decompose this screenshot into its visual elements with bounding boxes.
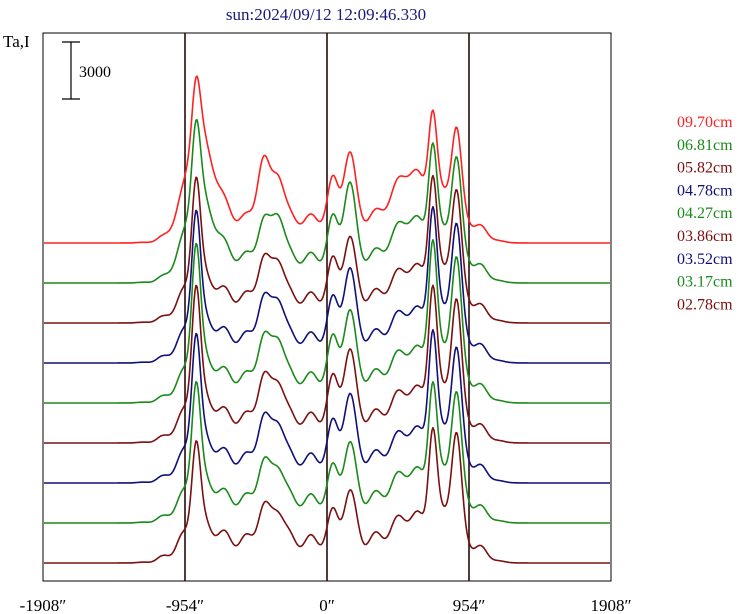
- series-line-03.52cm: [44, 329, 610, 484]
- x-tick-label-1: -954″: [166, 596, 204, 614]
- series-line-09.70cm: [44, 75, 610, 244]
- legend-entry-0: 09.70cm: [677, 114, 733, 131]
- x-tick-label-3: 954″: [453, 596, 486, 614]
- legend-entry-3: 04.78cm: [677, 182, 733, 199]
- series-line-02.78cm: [44, 426, 610, 564]
- y-axis-label: Ta,I: [3, 32, 30, 51]
- legend: 09.70cm 06.81cm 05.82cm 04.78cm 04.27cm 03.86…: [677, 114, 733, 313]
- series-line-03.17cm: [44, 381, 610, 524]
- series-line-06.81cm: [44, 119, 610, 284]
- series-layer: [44, 75, 610, 564]
- legend-entry-2: 05.82cm: [677, 160, 733, 177]
- legend-entry-8: 02.78cm: [677, 296, 733, 313]
- x-tick-labels: -1908″ -954″ 0″ 954″ 1908″: [20, 596, 632, 614]
- series-line-03.86cm: [44, 284, 610, 444]
- legend-entry-6: 03.52cm: [677, 251, 733, 268]
- series-line-05.82cm: [44, 174, 610, 324]
- series-line-04.78cm: [44, 205, 610, 364]
- legend-entry-4: 04.27cm: [677, 205, 733, 222]
- legend-entry-7: 03.17cm: [677, 274, 733, 291]
- x-tick-label-0: -1908″: [20, 596, 67, 614]
- scale-bar: 3000: [62, 41, 111, 100]
- series-line-04.27cm: [44, 239, 610, 404]
- vertical-reference-lines: [184, 33, 470, 581]
- chart-title: sun:2024/09/12 12:09:46.330: [226, 5, 426, 24]
- legend-entry-1: 06.81cm: [677, 137, 733, 154]
- scale-bar-label: 3000: [79, 64, 111, 81]
- x-tick-label-2: 0″: [319, 596, 335, 614]
- x-tick-label-4: 1908″: [590, 596, 631, 614]
- legend-entry-5: 03.86cm: [677, 228, 733, 245]
